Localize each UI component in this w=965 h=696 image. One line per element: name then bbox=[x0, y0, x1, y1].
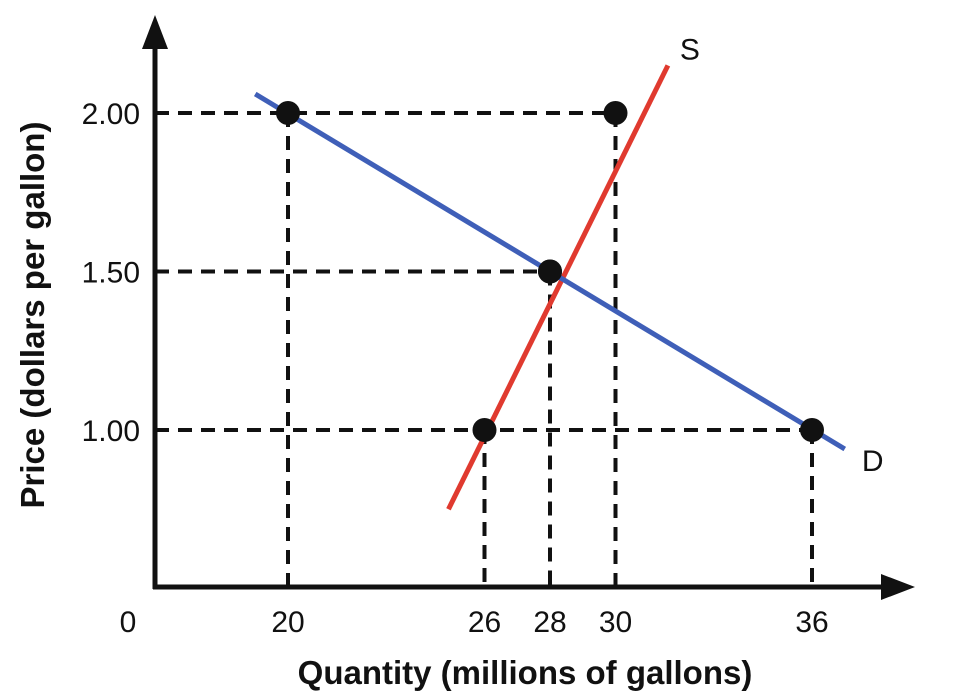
data-point bbox=[276, 101, 300, 125]
x-tick-label: 36 bbox=[795, 606, 828, 639]
supply-curve bbox=[446, 64, 671, 511]
y-tick-label: 1.00 bbox=[82, 415, 140, 448]
y-tick-label: 2.00 bbox=[82, 98, 140, 131]
data-point bbox=[800, 418, 824, 442]
y-axis-title: Price (dollars per gallon) bbox=[14, 122, 51, 509]
data-points bbox=[276, 101, 824, 442]
tick-labels: 20 26 28 30 36 1.00 1.50 2.00 bbox=[82, 98, 829, 639]
origin-label: 0 bbox=[120, 606, 137, 639]
x-axis-arrow bbox=[881, 574, 915, 600]
demand-label: D bbox=[862, 445, 884, 478]
axes bbox=[142, 15, 915, 600]
data-point bbox=[538, 259, 562, 284]
dashed-guides bbox=[155, 111, 814, 587]
data-point bbox=[472, 418, 497, 442]
x-axis-title: Quantity (millions of gallons) bbox=[298, 654, 753, 691]
y-axis-arrow bbox=[142, 15, 168, 49]
curve-labels: SD bbox=[680, 33, 884, 478]
y-tick-label: 1.50 bbox=[82, 257, 140, 290]
x-tick-label: 30 bbox=[599, 606, 632, 639]
x-tick-label: 20 bbox=[271, 606, 304, 639]
x-tick-label: 26 bbox=[468, 606, 501, 639]
data-point bbox=[603, 101, 628, 125]
supply-label: S bbox=[680, 33, 700, 66]
x-tick-label: 28 bbox=[533, 606, 566, 639]
